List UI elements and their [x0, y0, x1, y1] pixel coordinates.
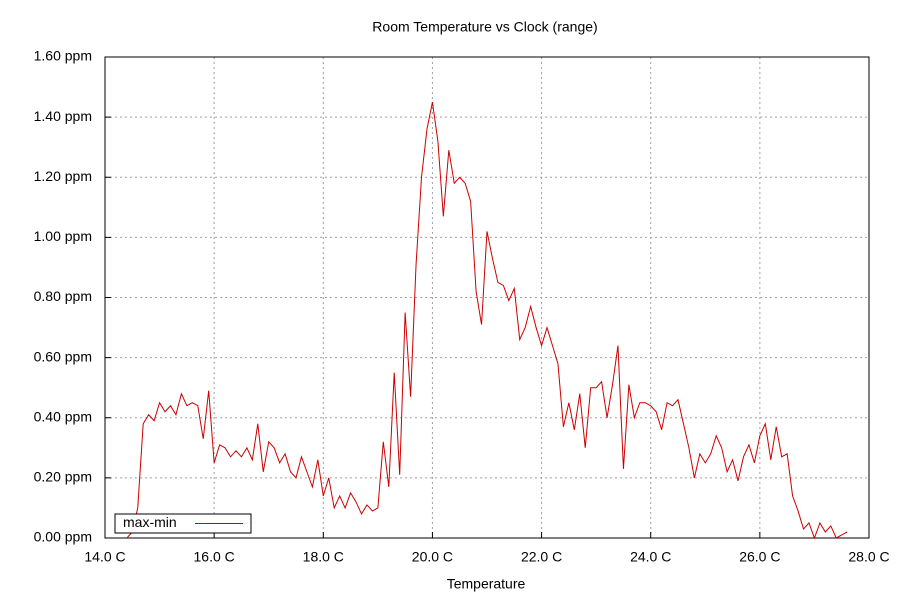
legend-box — [114, 513, 252, 534]
plot-frame — [104, 56, 870, 539]
chart-title: Room Temperature vs Clock (range) — [372, 19, 597, 35]
y-tick-label: 0.00 ppm — [34, 529, 92, 545]
x-tick-label: 16.0 C — [194, 549, 235, 565]
data-line — [126, 101, 848, 540]
x-axis-label: Temperature — [447, 576, 526, 592]
x-tick-label: 24.0 C — [630, 549, 671, 565]
legend-label: max-min — [123, 514, 177, 530]
y-tick-label: 0.80 ppm — [34, 288, 92, 304]
y-tick-label: 1.40 ppm — [34, 108, 92, 124]
x-tick-label: 14.0 C — [84, 549, 125, 565]
y-tick-label: 0.40 ppm — [34, 408, 92, 424]
y-tick-label: 0.20 ppm — [34, 469, 92, 485]
y-tick-label: 1.60 ppm — [34, 48, 92, 64]
y-tick-label: 0.60 ppm — [34, 348, 92, 364]
y-tick-label: 1.00 ppm — [34, 228, 92, 244]
x-tick-label: 28.0 C — [848, 549, 889, 565]
y-tick-label: 1.20 ppm — [34, 168, 92, 184]
x-tick-label: 22.0 C — [521, 549, 562, 565]
x-tick-label: 20.0 C — [412, 549, 453, 565]
x-tick-label: 26.0 C — [739, 549, 780, 565]
x-tick-label: 18.0 C — [303, 549, 344, 565]
